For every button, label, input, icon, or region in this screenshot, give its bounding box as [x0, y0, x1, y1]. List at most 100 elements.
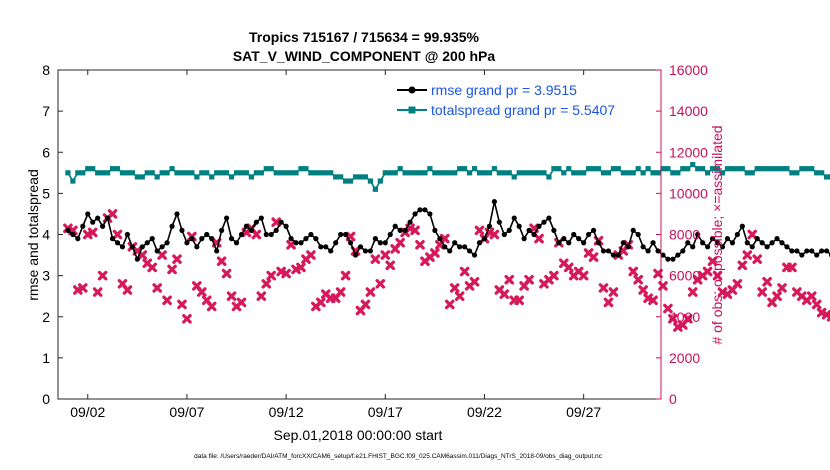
rmse-point: [149, 236, 155, 242]
totalspread-point: [382, 170, 388, 176]
legend-totalspread-label: totalspread grand pr = 5.5407: [431, 102, 615, 118]
rmse-point: [670, 256, 676, 262]
totalspread-point: [219, 170, 225, 176]
rmse-point: [144, 240, 150, 246]
rmse-point: [615, 252, 621, 258]
y-left-tick-label-0: 0: [42, 391, 50, 407]
totalspread-point: [154, 174, 160, 180]
obs-point: [271, 217, 281, 227]
obs-point: [157, 250, 167, 260]
y-right-tick-label-7: 14000: [669, 103, 708, 119]
totalspread-point: [774, 166, 780, 172]
y-right-tick-label-1: 2000: [669, 350, 700, 366]
x-tick-label-1: 09/07: [169, 404, 204, 420]
totalspread-point: [660, 166, 666, 172]
rmse-point: [288, 236, 294, 242]
legend-entry-totalspread: totalspread grand pr = 5.5407: [397, 102, 615, 118]
rmse-point: [506, 227, 512, 233]
rmse-point: [318, 244, 324, 250]
totalspread-point: [705, 170, 711, 176]
totalspread-point: [799, 166, 805, 172]
rmse-point: [824, 248, 830, 254]
totalspread-point: [288, 170, 294, 176]
rmse-point: [774, 236, 780, 242]
totalspread-point: [466, 170, 473, 176]
obs-point: [648, 295, 658, 306]
obs-point: [410, 225, 420, 236]
totalspread-point: [536, 170, 542, 176]
y-left-tick-label-2: 2: [42, 309, 50, 325]
plot-background: [58, 70, 661, 399]
totalspread-point: [541, 170, 547, 176]
rmse-point: [169, 223, 175, 229]
totalspread-point: [352, 174, 359, 180]
rmse-point: [814, 252, 820, 258]
rmse-point: [576, 236, 582, 242]
x-tick-label-0: 09/02: [70, 404, 105, 420]
totalspread-point: [615, 166, 621, 172]
totalspread-point: [640, 170, 646, 176]
rmse-point: [85, 211, 91, 217]
rmse-point: [462, 244, 468, 250]
y-left-tick-label-6: 6: [42, 144, 50, 160]
rmse-point: [238, 231, 245, 238]
totalspread-point: [665, 166, 671, 172]
totalspread-point: [819, 170, 825, 176]
rmse-point: [75, 236, 81, 242]
rmse-point: [734, 231, 740, 238]
obs-point: [668, 314, 678, 324]
rmse-point: [536, 223, 542, 229]
obs-point: [152, 283, 162, 293]
rmse-point: [114, 240, 121, 246]
rmse-point: [199, 236, 205, 242]
totalspread-point: [576, 170, 582, 176]
rmse-point: [139, 244, 145, 250]
obs-point: [772, 291, 782, 301]
totalspread-point: [496, 170, 502, 176]
rmse-point: [759, 240, 765, 246]
obs-point: [251, 229, 262, 240]
totalspread-point: [754, 166, 760, 172]
obs-point: [588, 252, 599, 262]
rmse-point: [476, 240, 483, 246]
rmse-point: [650, 240, 656, 246]
rmse-point: [159, 244, 165, 250]
y-left-tick-label-7: 7: [42, 103, 50, 119]
obs-point: [826, 311, 830, 322]
totalspread-point: [724, 166, 731, 172]
obs-point: [633, 274, 643, 285]
obs-point: [167, 264, 177, 275]
totalspread-point: [511, 174, 517, 180]
totalspread-point: [65, 170, 71, 176]
legend-totalspread-marker: [408, 106, 416, 114]
obs-point: [87, 227, 98, 238]
rmse-point: [278, 219, 284, 225]
rmse-point: [739, 223, 745, 229]
totalspread-point: [233, 170, 240, 176]
totalspread-point: [714, 166, 721, 172]
rmse-point: [134, 256, 140, 262]
totalspread-point: [422, 170, 428, 176]
rmse-point: [164, 240, 170, 246]
rmse-point: [680, 248, 686, 254]
obs-point: [92, 287, 103, 297]
totalspread-point: [144, 170, 150, 176]
rmse-point: [625, 244, 631, 250]
rmse-point: [531, 231, 537, 238]
obs-point: [682, 314, 693, 324]
y-left-tick-label-8: 8: [42, 62, 50, 78]
obs-point: [97, 270, 108, 281]
rmse-point: [546, 215, 552, 221]
rmse-point: [273, 227, 279, 233]
obs-point: [221, 268, 232, 279]
rmse-point: [387, 231, 393, 238]
rmse-point: [729, 240, 736, 246]
rmse-point: [486, 223, 493, 229]
legend-rmse-marker: [408, 86, 416, 94]
totalspread-point: [501, 170, 507, 176]
rmse-point: [298, 240, 304, 246]
obs-point: [474, 225, 485, 236]
obs-point: [172, 254, 182, 264]
y-right-tick-label-5: 10000: [669, 185, 708, 201]
obs-point: [306, 250, 316, 260]
